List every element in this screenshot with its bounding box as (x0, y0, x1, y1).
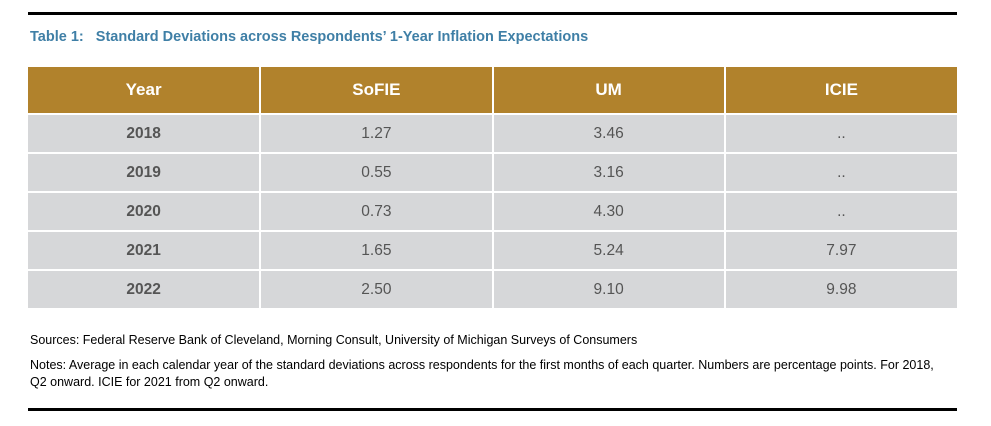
sofie-cell: 2.50 (260, 269, 494, 308)
table-title: Table 1: Standard Deviations across Resp… (30, 29, 589, 45)
year-cell: 2019 (28, 152, 262, 192)
column-header-sofie: SoFIE (260, 67, 494, 114)
um-cell: 5.24 (492, 230, 726, 270)
notes-text: Notes: Average in each calendar year of … (30, 358, 934, 389)
table-row: 2021 1.65 5.24 7.97 (28, 230, 957, 270)
table-row: 2019 0.55 3.16 .. (28, 152, 957, 192)
icie-cell: .. (724, 152, 957, 192)
table-row: 2020 0.73 4.30 .. (28, 191, 957, 231)
year-cell: 2020 (28, 191, 262, 231)
top-rule (28, 12, 957, 15)
sofie-cell: 1.65 (260, 230, 494, 270)
um-cell: 3.16 (492, 152, 726, 192)
table-row: 2018 1.27 3.46 .. (28, 113, 957, 153)
um-cell: 3.46 (492, 113, 726, 153)
column-header-icie: ICIE (724, 67, 957, 114)
sofie-cell: 0.73 (260, 191, 494, 231)
data-table: Year SoFIE UM ICIE 2018 1.27 3.46 .. 201… (28, 67, 957, 308)
um-cell: 9.10 (492, 269, 726, 308)
icie-cell: .. (724, 113, 957, 153)
icie-cell: 7.97 (724, 230, 957, 270)
year-cell: 2022 (28, 269, 262, 308)
icie-cell: .. (724, 191, 957, 231)
bottom-rule (28, 408, 957, 411)
table-header-row: Year SoFIE UM ICIE (28, 67, 957, 114)
icie-cell: 9.98 (724, 269, 957, 308)
column-header-um: UM (492, 67, 726, 114)
year-cell: 2021 (28, 230, 262, 270)
sources-note: Sources: Federal Reserve Bank of Clevela… (30, 333, 638, 347)
year-cell: 2018 (28, 113, 262, 153)
sofie-cell: 1.27 (260, 113, 494, 153)
sofie-cell: 0.55 (260, 152, 494, 192)
table-row: 2022 2.50 9.10 9.98 (28, 269, 957, 308)
um-cell: 4.30 (492, 191, 726, 231)
column-header-year: Year (28, 67, 262, 114)
